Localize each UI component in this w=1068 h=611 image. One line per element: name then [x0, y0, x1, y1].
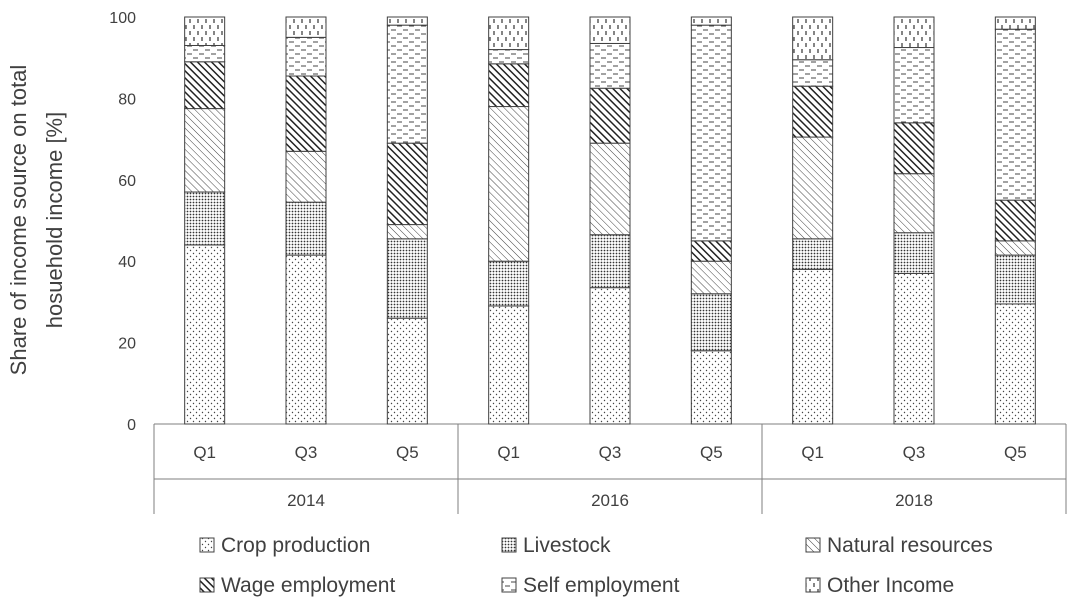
bar-segment	[285, 150, 327, 203]
bar-segment	[488, 16, 530, 51]
bar-segment	[386, 24, 428, 144]
bar-segment	[893, 173, 935, 234]
bar-segment	[285, 36, 327, 77]
bar-segment	[792, 136, 834, 240]
y-tick-label: 20	[118, 336, 136, 353]
bar-segment	[994, 28, 1036, 201]
bar-segment	[184, 61, 226, 110]
bar-segment	[792, 16, 834, 61]
legend-label: Crop production	[221, 534, 370, 557]
y-axis-ticks: 0 20 40 60 80 100	[109, 10, 136, 434]
bar-segment	[488, 106, 530, 262]
bar-segment	[994, 240, 1036, 256]
bar-segment	[386, 317, 428, 425]
bar-segment	[792, 238, 834, 270]
x-tick-label: Q1	[801, 443, 824, 462]
legend-swatch	[805, 577, 821, 593]
bar-segment	[184, 108, 226, 193]
x-axis-categories: Q1 Q3 Q5 Q1 Q3 Q5 Q1 Q3 Q5 2014 2016 2018	[193, 443, 1026, 510]
bar-segment	[488, 260, 530, 307]
bar-segment	[893, 47, 935, 124]
legend-label: Livestock	[523, 534, 611, 557]
legend-label: Other Income	[827, 574, 954, 597]
y-tick-label: 100	[109, 10, 136, 27]
bar-segment	[690, 350, 732, 425]
x-group-label: 2018	[895, 491, 933, 510]
y-tick-label: 0	[127, 417, 136, 434]
bar-segment	[792, 268, 834, 425]
legend-swatch	[199, 577, 215, 593]
bar-segment	[184, 191, 226, 246]
x-tick-label: Q5	[396, 443, 419, 462]
y-tick-label: 60	[118, 173, 136, 190]
bar-segment	[386, 238, 428, 319]
x-tick-label: Q5	[1004, 443, 1027, 462]
bar-segment	[893, 122, 935, 175]
y-tick-label: 40	[118, 254, 136, 271]
bar-segment	[589, 234, 631, 289]
bar-segment	[589, 16, 631, 44]
x-group-label: 2016	[591, 491, 629, 510]
legend-swatch	[501, 537, 517, 553]
bar-segment	[386, 16, 428, 26]
legend-label: Self employment	[523, 574, 680, 597]
y-axis-title-line: hosuehold income [%]	[42, 112, 67, 328]
bar-segment	[184, 244, 226, 425]
bar-segment	[589, 87, 631, 144]
bar-segment	[690, 260, 732, 295]
bar-segment	[792, 85, 834, 138]
bar-segment	[690, 293, 732, 352]
x-tick-label: Q1	[193, 443, 216, 462]
legend-label: Natural resources	[827, 534, 993, 557]
x-tick-label: Q3	[599, 443, 622, 462]
bar-segment	[994, 254, 1036, 305]
y-axis-title-line: Share of income source on total	[6, 65, 31, 376]
bar-segment	[488, 49, 530, 65]
bar-segment	[893, 232, 935, 274]
bar-segment	[893, 16, 935, 49]
bar-segment	[285, 201, 327, 256]
bar-segment	[488, 63, 530, 108]
bar-segment	[893, 272, 935, 425]
bar-segment	[184, 44, 226, 63]
bar-segment	[285, 254, 327, 425]
bar-segment	[589, 142, 631, 236]
x-group-label: 2014	[287, 491, 325, 510]
bar-segment	[994, 303, 1036, 425]
bar-segment	[690, 240, 732, 262]
x-tick-label: Q3	[295, 443, 318, 462]
x-tick-label: Q3	[903, 443, 926, 462]
bar-segment	[184, 16, 226, 46]
x-tick-label: Q1	[497, 443, 520, 462]
bar-segment	[994, 199, 1036, 242]
bar-segment	[690, 24, 732, 242]
bar-segment	[285, 75, 327, 152]
legend: Crop production Livestock Natural resource…	[199, 534, 993, 597]
bar-segment	[589, 42, 631, 89]
legend-swatch	[199, 537, 215, 553]
bars	[184, 16, 1036, 425]
y-axis-title: Share of income source on total hosuehold…	[6, 65, 67, 376]
bar-segment	[690, 16, 732, 26]
legend-swatch	[805, 537, 821, 553]
bar-segment	[589, 287, 631, 425]
x-tick-label: Q5	[700, 443, 723, 462]
bar-segment	[994, 16, 1036, 30]
y-tick-label: 80	[118, 91, 136, 108]
bar-segment	[792, 59, 834, 87]
bar-segment	[488, 305, 530, 425]
bar-segment	[386, 142, 428, 226]
bar-segment	[285, 16, 327, 38]
legend-swatch	[501, 577, 517, 593]
legend-label: Wage employment	[221, 574, 395, 597]
bar-segment	[386, 224, 428, 240]
